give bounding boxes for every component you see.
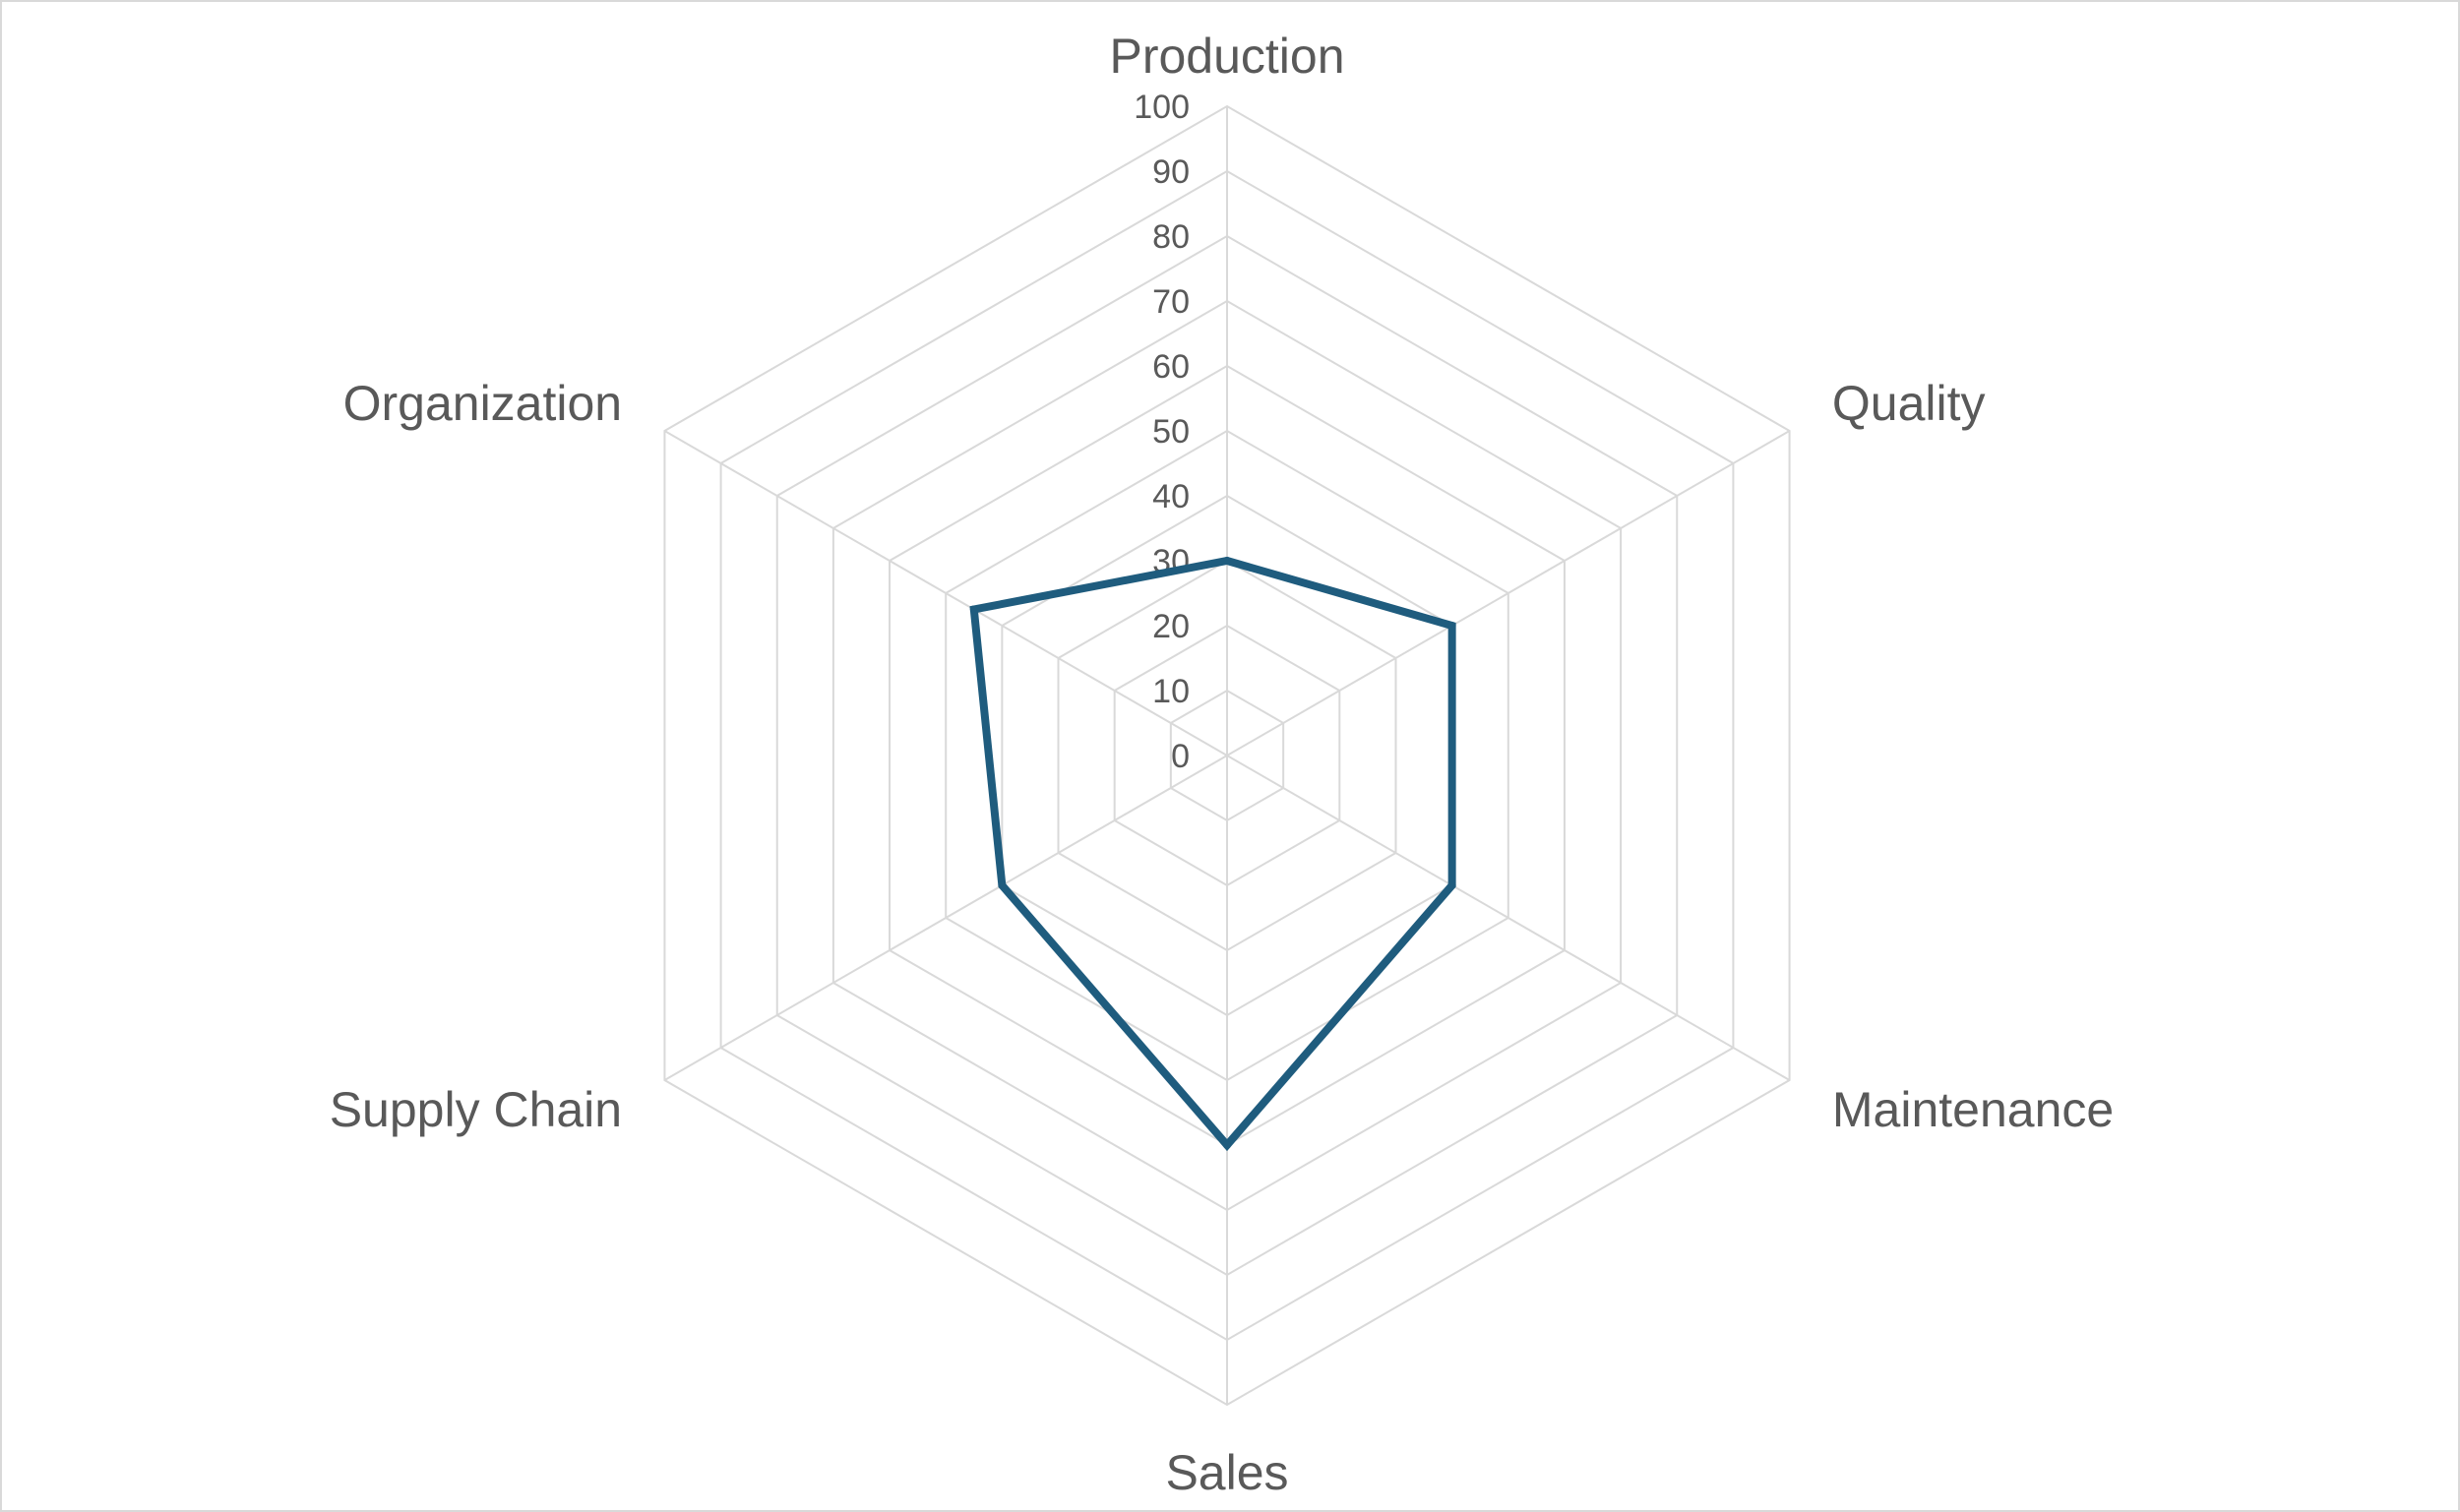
data-point-supply-chain [998, 881, 1007, 889]
tick-label: 10 [1152, 673, 1190, 710]
category-label-quality: Quality [1832, 376, 1986, 431]
tick-label: 40 [1152, 478, 1190, 515]
spoke-maintenance [1226, 755, 1791, 1081]
series-layer [969, 556, 1456, 1152]
category-label-maintenance: Maintenance [1832, 1082, 2114, 1137]
radar-grid [663, 104, 1791, 1407]
tick-label: 80 [1152, 218, 1190, 256]
data-point-maintenance [1447, 881, 1456, 889]
tick-label: 20 [1152, 608, 1190, 645]
category-label-production: Production [1109, 29, 1344, 84]
category-label-organization: Organization [343, 376, 623, 431]
tick-label: 0 [1171, 738, 1190, 775]
spoke-supply-chain [663, 755, 1228, 1081]
tick-label: 100 [1134, 89, 1190, 126]
tick-label: 90 [1152, 153, 1190, 191]
data-point-sales [1223, 1141, 1231, 1149]
data-point-quality [1447, 622, 1456, 630]
tick-label: 50 [1152, 413, 1190, 451]
tick-label: 70 [1152, 283, 1190, 321]
data-point-production [1223, 557, 1231, 565]
category-label-supply-chain: Supply Chain [330, 1082, 622, 1137]
tick-label: 60 [1152, 348, 1190, 386]
spoke-organization [663, 430, 1228, 756]
data-point-organization [969, 605, 978, 614]
spoke-quality [1226, 430, 1791, 756]
category-label-sales: Sales [1165, 1445, 1288, 1500]
category-labels: Production Quality Maintenance Sales Supply … [330, 29, 2114, 1500]
